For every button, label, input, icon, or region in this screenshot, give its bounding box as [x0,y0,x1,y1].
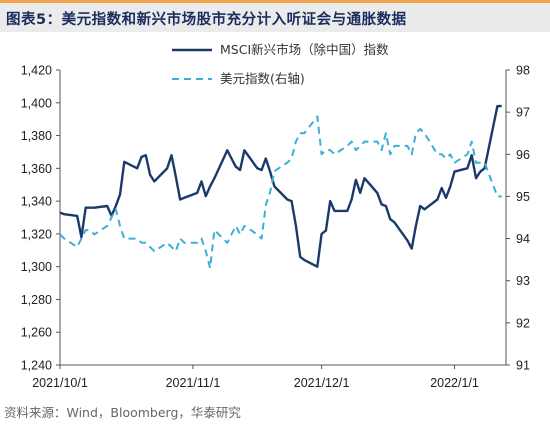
right-y-tick-label: 98 [516,64,530,78]
left-y-tick-label: 1,280 [21,293,52,307]
right-y-tick-label: 91 [516,359,530,373]
series-layer [59,104,502,270]
left-y-tick-label: 1,240 [21,359,52,373]
source-note: 资料来源：Wind，Bloomberg，华泰研究 [4,405,241,420]
chart-axes: 1,240 1,260 1,280 1,300 1,320 1,340 1,360 1,380… [21,64,530,391]
left-y-tick-label: 1,340 [21,195,52,209]
left-y-tick-label: 1,300 [21,260,52,274]
x-tick-label: 2021/12/1 [294,376,350,390]
legend-label-dxy: 美元指数(右轴) [220,71,305,86]
right-y-tick-label: 95 [516,190,530,204]
left-y-tick-label: 1,420 [21,64,52,78]
series-line-msci [59,104,502,268]
left-y-tick-label: 1,380 [21,129,52,143]
left-y-tick-label: 1,360 [21,162,52,176]
right-y-tick-label: 96 [516,148,530,162]
chart-legend: MSCI新兴市场（除中国）指数 美元指数(右轴) [172,42,389,86]
left-y-tick-label: 1,260 [21,326,52,340]
x-tick-label: 2021/10/1 [32,376,88,390]
x-tick-label: 2021/11/1 [166,376,221,390]
legend-label-msci: MSCI新兴市场（除中国）指数 [220,42,389,57]
line-chart: 1,240 1,260 1,280 1,300 1,320 1,340 1,360 1,380… [21,42,530,391]
right-y-tick-label: 97 [516,106,530,120]
figure-header: 图表5：美元指数和新兴市场股市充分计入听证会与通胀数据 [0,0,550,32]
figure-title: 图表5：美元指数和新兴市场股市充分计入听证会与通胀数据 [6,12,407,28]
right-y-tick-label: 94 [516,232,530,246]
x-tick-label: 2022/1/1 [430,376,479,390]
left-y-tick-label: 1,320 [21,227,52,241]
right-y-tick-label: 93 [516,274,530,288]
left-y-tick-label: 1,400 [21,96,52,110]
right-y-tick-label: 92 [516,316,530,330]
